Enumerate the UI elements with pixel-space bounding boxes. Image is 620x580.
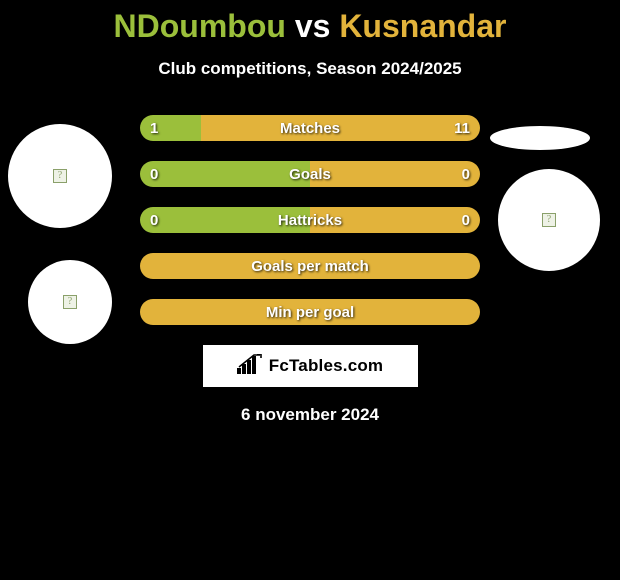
- snapshot-date: 6 november 2024: [0, 405, 620, 425]
- stat-label: Goals: [140, 161, 480, 187]
- missing-image-icon: ?: [542, 213, 556, 227]
- branding-badge: FcTables.com: [203, 345, 418, 387]
- stat-label: Goals per match: [140, 253, 480, 279]
- comparison-title: NDoumbou vs Kusnandar: [0, 0, 620, 45]
- player1-name: NDoumbou: [114, 8, 286, 44]
- stat-row-hattricks: 00Hattricks: [140, 207, 480, 233]
- stats-block: 111Matches 00Goals 00Hattricks Goals per ma…: [140, 115, 480, 325]
- stat-row-matches: 111Matches: [140, 115, 480, 141]
- missing-image-icon: ?: [53, 169, 67, 183]
- stat-row-goals: 00Goals: [140, 161, 480, 187]
- branding-text: FcTables.com: [269, 356, 384, 376]
- stat-row-goals-per-match: Goals per match: [140, 253, 480, 279]
- fctables-logo-icon: [237, 354, 263, 379]
- player2-name: Kusnandar: [339, 8, 506, 44]
- avatar-placeholder-3: ?: [498, 169, 600, 271]
- subtitle: Club competitions, Season 2024/2025: [0, 59, 620, 79]
- stat-label: Min per goal: [140, 299, 480, 325]
- stat-row-min-per-goal: Min per goal: [140, 299, 480, 325]
- avatar-placeholder-1: ?: [8, 124, 112, 228]
- title-vs: vs: [295, 8, 331, 44]
- missing-image-icon: ?: [63, 295, 77, 309]
- decor-ellipse: [490, 126, 590, 150]
- stat-label: Hattricks: [140, 207, 480, 233]
- avatar-placeholder-2: ?: [28, 260, 112, 344]
- stat-label: Matches: [140, 115, 480, 141]
